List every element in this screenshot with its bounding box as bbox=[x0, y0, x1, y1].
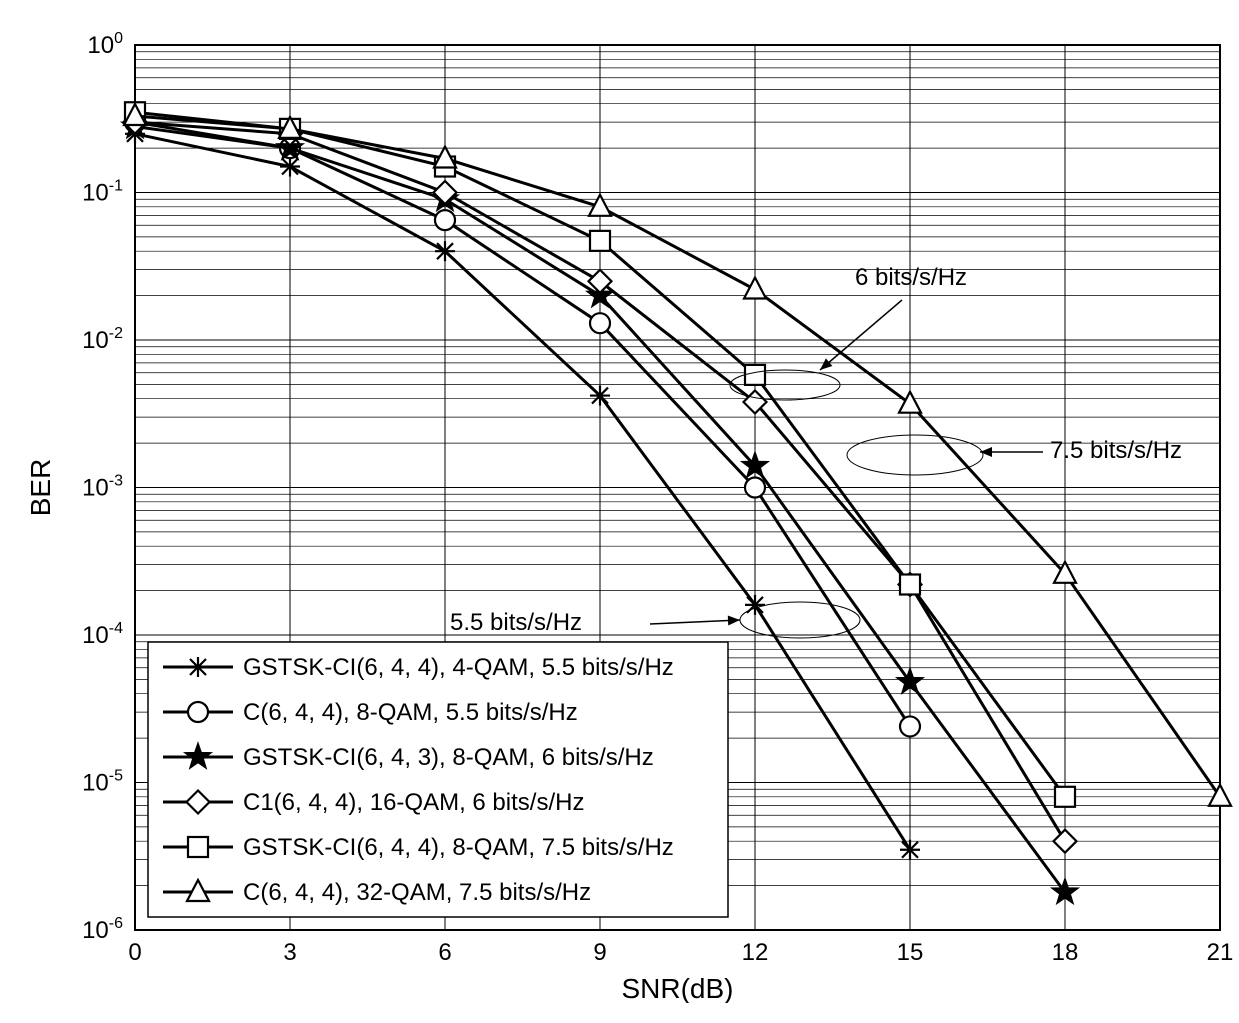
triangle-marker bbox=[899, 392, 921, 413]
y-tick-label: 10-1 bbox=[82, 178, 123, 207]
circle-marker bbox=[745, 478, 765, 498]
annot-label: 6 bits/s/Hz bbox=[855, 264, 967, 291]
asterisk-marker bbox=[900, 840, 920, 860]
asterisk-marker bbox=[435, 241, 455, 261]
x-tick-label: 9 bbox=[593, 939, 606, 966]
x-tick-label: 0 bbox=[128, 939, 141, 966]
circle-marker bbox=[188, 702, 208, 722]
legend-item: C(6, 4, 4), 8-QAM, 5.5 bits/s/Hz bbox=[243, 699, 578, 726]
annot-arrow bbox=[650, 620, 740, 624]
x-tick-label: 6 bbox=[438, 939, 451, 966]
x-tick-label: 18 bbox=[1052, 939, 1079, 966]
legend-item: C1(6, 4, 4), 16-QAM, 6 bits/s/Hz bbox=[243, 789, 584, 816]
legend-item: GSTSK-CI(6, 4, 3), 8-QAM, 6 bits/s/Hz bbox=[243, 744, 654, 771]
diamond-marker bbox=[1054, 830, 1077, 853]
legend-item: GSTSK-CI(6, 4, 4), 8-QAM, 7.5 bits/s/Hz bbox=[243, 834, 674, 861]
triangle-marker bbox=[744, 277, 766, 298]
x-axis-label: SNR(dB) bbox=[621, 973, 733, 1003]
ber-snr-chart: 0 3 6 9 12 15 18 21 100 10-1 10-2 10-3 10-4 10-5 10-6 S… bbox=[20, 20, 1239, 1003]
legend-item: C(6, 4, 4), 32-QAM, 7.5 bits/s/Hz bbox=[243, 879, 591, 906]
diamond-marker bbox=[434, 181, 457, 204]
x-tick-label: 15 bbox=[897, 939, 924, 966]
x-tick-label: 12 bbox=[742, 939, 769, 966]
square-marker bbox=[1055, 787, 1075, 807]
y-tick-label: 100 bbox=[87, 30, 123, 59]
x-tick-label: 3 bbox=[283, 939, 296, 966]
square-marker bbox=[900, 574, 920, 594]
x-tick-label: 21 bbox=[1207, 939, 1234, 966]
circle-marker bbox=[900, 716, 920, 736]
y-tick-label: 10-6 bbox=[82, 915, 123, 944]
y-tick-label: 10-2 bbox=[82, 325, 123, 354]
circle-marker bbox=[435, 210, 455, 230]
asterisk-marker bbox=[280, 157, 300, 177]
annot-arrow bbox=[820, 300, 902, 370]
annot-label: 5.5 bits/s/Hz bbox=[450, 609, 582, 636]
square-marker bbox=[188, 837, 208, 857]
asterisk-marker bbox=[745, 595, 765, 615]
y-tick-label: 10-3 bbox=[82, 473, 123, 502]
square-marker bbox=[745, 365, 765, 385]
y-axis-label: BER bbox=[25, 459, 56, 517]
square-marker bbox=[590, 231, 610, 251]
asterisk-marker bbox=[188, 657, 208, 677]
y-tick-label: 10-4 bbox=[82, 620, 123, 649]
legend-box bbox=[148, 642, 728, 917]
circle-marker bbox=[590, 313, 610, 333]
annot-ellipse bbox=[847, 435, 983, 475]
asterisk-marker bbox=[590, 386, 610, 406]
legend-item: GSTSK-CI(6, 4, 4), 4-QAM, 5.5 bits/s/Hz bbox=[243, 654, 674, 681]
y-tick-label: 10-5 bbox=[82, 768, 123, 797]
annot-label: 7.5 bits/s/Hz bbox=[1050, 437, 1182, 464]
